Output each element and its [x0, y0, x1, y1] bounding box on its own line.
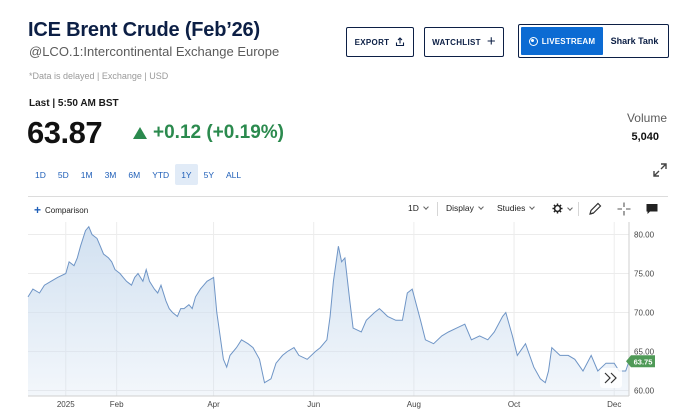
plus-icon: +: [486, 33, 496, 50]
volume-label: Volume: [626, 111, 667, 125]
x-tick-label: Aug: [407, 400, 421, 409]
price-area-fill: [28, 226, 629, 396]
price-line: [27, 225, 630, 384]
x-tick-label: Apr: [207, 400, 220, 409]
price-change-value: +0.12 (+0.19%): [153, 122, 284, 143]
chart-settings-dropdown[interactable]: [552, 203, 573, 214]
data-delay-note: *Data is delayed | Exchange | USD: [29, 71, 169, 81]
last-updated-label: Last | 5:50 AM BST: [29, 98, 119, 109]
range-tab[interactable]: 1D: [35, 169, 46, 180]
export-button[interactable]: EXPORT: [346, 27, 414, 57]
chevron-down-icon: [529, 204, 536, 210]
comparison-label: Comparison: [45, 205, 89, 215]
display-dropdown[interactable]: Display: [446, 203, 484, 213]
range-tab[interactable]: 5D: [57, 169, 69, 180]
y-tick-label: 65.00: [634, 348, 655, 357]
x-tick-label: Jun: [307, 400, 320, 409]
section-divider: [28, 196, 668, 197]
volume-value: 5,040: [631, 131, 659, 143]
y-tick-label: 60.00: [634, 387, 655, 396]
range-tab[interactable]: 3M: [104, 169, 117, 180]
y-tick-label: 75.00: [634, 269, 655, 278]
y-tick-label: 70.00: [634, 309, 655, 318]
draw-pencil-icon[interactable]: [587, 201, 603, 217]
last-price-marker: [626, 355, 655, 368]
range-tab[interactable]: 1Y: [175, 164, 198, 185]
x-tick-label: Dec: [607, 400, 621, 409]
export-button-label: EXPORT: [354, 37, 390, 47]
studies-dropdown[interactable]: Studies: [497, 203, 536, 213]
time-range-tabs: 1D 5D 1M 3M 6M YTD 1Y 5Y ALL: [29, 164, 247, 185]
interval-dropdown[interactable]: 1D: [408, 203, 429, 213]
chevron-down-icon: [478, 204, 484, 210]
display-label: Display: [446, 203, 474, 213]
livestream-badge: LIVESTREAM: [521, 27, 603, 55]
x-tick-label: 2025: [57, 400, 75, 409]
range-tab[interactable]: 6M: [128, 169, 141, 180]
expand-chart-icon[interactable]: [652, 162, 668, 178]
toolbar-separator: [437, 202, 438, 216]
range-tab[interactable]: YTD: [152, 169, 170, 180]
x-tick-label: Oct: [508, 400, 521, 409]
interval-value: 1D: [408, 203, 419, 213]
settings-icon: [552, 203, 563, 214]
livestream-label: LIVESTREAM: [541, 36, 596, 46]
up-arrow-icon: [133, 127, 147, 139]
livestream-show-title: Shark Tank: [610, 36, 659, 46]
chevron-down-icon: [423, 204, 429, 210]
x-tick-label: Feb: [110, 400, 124, 409]
chart-toolbar: + Comparison 1D Display Studies: [0, 198, 675, 220]
range-tab[interactable]: ALL: [226, 169, 242, 180]
range-tab[interactable]: 5Y: [203, 169, 214, 180]
watchlist-button-label: WATCHLIST: [432, 37, 481, 47]
y-tick-label: 80.00: [634, 230, 655, 239]
price-change: +0.12 (+0.19%): [133, 122, 284, 144]
comment-icon[interactable]: [644, 201, 660, 217]
range-tab[interactable]: 1M: [80, 169, 93, 180]
exchange-subtitle: @LCO.1:Intercontinental Exchange Europe: [29, 44, 280, 59]
scroll-to-latest-button[interactable]: [600, 368, 622, 388]
price-chart[interactable]: 80.00 75.00 70.00 65.00 60.00 2025 Feb Apr Jun Au…: [0, 220, 675, 414]
plus-icon: +: [34, 203, 42, 217]
export-icon: [396, 37, 405, 47]
add-comparison-button[interactable]: + Comparison: [34, 204, 88, 216]
last-price-label: 63.75: [634, 357, 653, 366]
live-dot-icon: [528, 36, 538, 46]
watchlist-button[interactable]: WATCHLIST +: [424, 27, 504, 57]
studies-label: Studies: [497, 203, 526, 213]
toolbar-separator: [578, 202, 579, 216]
last-price: 63.87: [27, 115, 103, 150]
crosshair-icon[interactable]: [616, 201, 632, 217]
chevron-down-icon: [567, 204, 573, 211]
page-title: ICE Brent Crude (Feb’26): [28, 19, 260, 41]
livestream-button[interactable]: LIVESTREAM Shark Tank: [518, 24, 669, 58]
